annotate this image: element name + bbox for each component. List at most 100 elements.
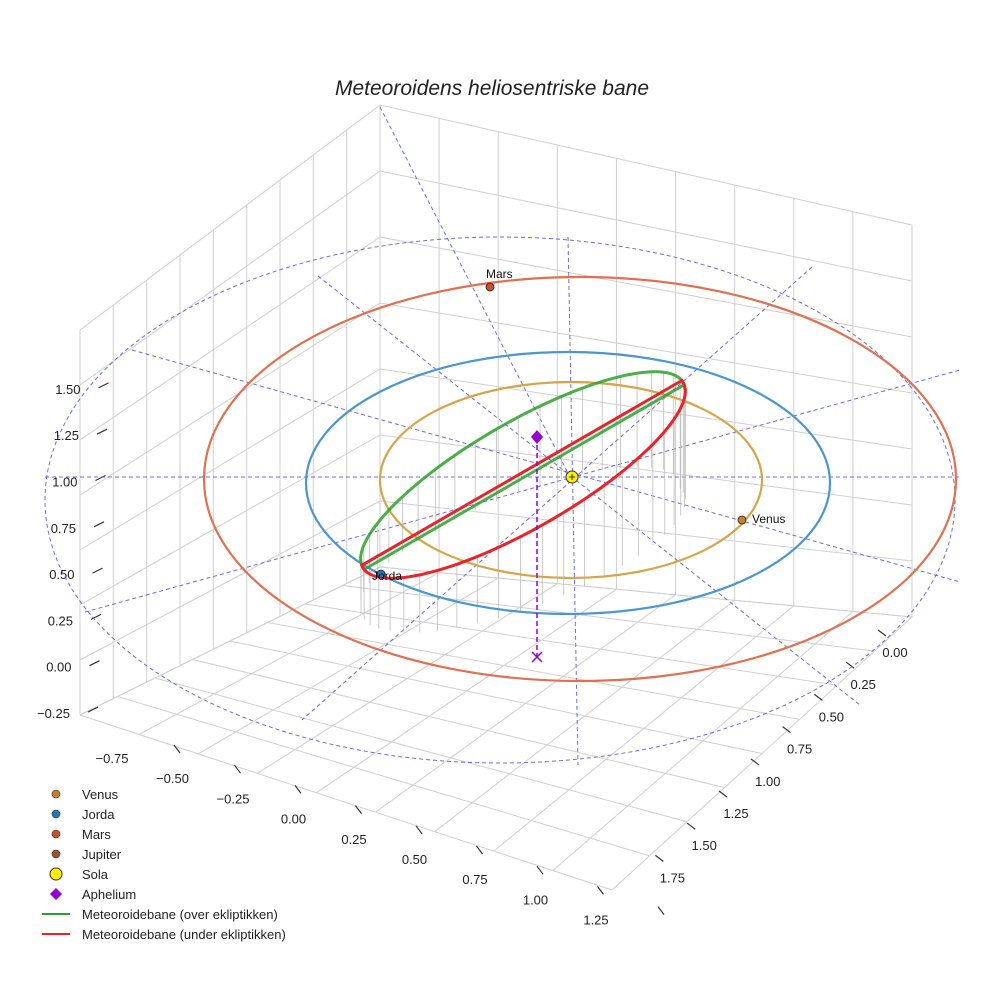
legend-diamond — [50, 888, 62, 900]
grid-line — [79, 714, 613, 891]
y-tick-label: 0.00 — [882, 645, 907, 660]
grid-line — [267, 622, 800, 720]
ref-line — [317, 275, 861, 706]
grid-line — [79, 236, 381, 441]
z-tick-mark — [95, 474, 106, 482]
z-tick-mark — [93, 521, 105, 528]
ref-line — [379, 106, 571, 478]
y-tick-label: 0.25 — [851, 677, 876, 692]
grid-line — [79, 500, 381, 661]
legend-symbol — [38, 904, 74, 924]
x-tick-label: 1.00 — [523, 892, 548, 907]
legend-symbol — [38, 824, 74, 844]
aphelium-projection-marker — [531, 651, 543, 663]
y-tick-mark — [814, 693, 823, 701]
grid-line — [379, 236, 913, 338]
legend-item[interactable]: Aphelium — [38, 884, 286, 904]
legend-label: Jorda — [82, 806, 115, 822]
legend-item[interactable]: Jorda — [38, 804, 286, 824]
y-tick-label: 1.75 — [660, 870, 685, 885]
meteoroid-orbit-below — [359, 378, 687, 580]
grid-line — [379, 170, 913, 282]
grid-line — [79, 170, 381, 386]
legend-symbol — [38, 864, 74, 884]
legend-label: Aphelium — [82, 886, 137, 902]
x-tick-label: 0.50 — [402, 852, 427, 867]
z-tick-mark — [92, 567, 103, 574]
legend-item[interactable]: Mars — [38, 824, 286, 844]
sun-center-mark — [569, 474, 575, 480]
legend-item[interactable]: Venus — [38, 784, 286, 804]
y-tick-label: 1.50 — [692, 838, 717, 853]
legend-sun — [49, 867, 63, 881]
grid-line — [192, 659, 725, 789]
z-tick-mark — [90, 613, 102, 620]
x-tick-mark — [657, 906, 665, 915]
orbit-mars — [202, 275, 958, 683]
legend-item[interactable]: Jupiter — [38, 844, 286, 864]
legend-symbol — [38, 784, 74, 804]
y-tick-mark — [686, 822, 696, 830]
y-tick-mark — [718, 790, 728, 798]
legend-label: Meteoroidebane (over ekliptikken) — [82, 906, 278, 922]
z-tick-label: −0.25 — [37, 706, 70, 721]
grid-line — [304, 603, 838, 686]
grid-line — [79, 368, 381, 551]
aphelium-marker — [531, 430, 543, 444]
y-tick-mark — [877, 629, 887, 637]
x-tick-label: −0.75 — [96, 751, 129, 766]
x-tick-mark — [476, 845, 483, 855]
jupiter-orbit — [44, 236, 956, 764]
y-tick-label: 1.25 — [723, 806, 748, 821]
planet-orbits — [202, 275, 958, 683]
grid-line — [117, 696, 650, 857]
z-tick-label: 0.75 — [51, 521, 76, 536]
ref-line — [301, 266, 813, 721]
x-tick-mark — [234, 764, 241, 774]
3d-grid — [79, 104, 913, 891]
z-tick-label: 1.00 — [52, 475, 77, 490]
legend-symbol — [38, 884, 74, 904]
legend-symbol — [38, 844, 74, 864]
z-tick-mark — [96, 428, 108, 435]
meteoroid-orbit — [359, 370, 687, 580]
orbit-jorda — [304, 350, 832, 616]
legend-label: Sola — [82, 866, 109, 882]
grid-line — [342, 585, 875, 652]
grid-line — [154, 677, 688, 823]
z-tick-label: 0.25 — [48, 613, 73, 628]
earth-label: Jorda — [372, 569, 402, 583]
grid-line — [79, 302, 381, 496]
ref-line — [84, 369, 961, 613]
x-tick-mark — [355, 805, 362, 814]
grid-line — [379, 368, 913, 450]
body-markers: Mars Venus Jorda — [372, 267, 785, 663]
ref-line — [567, 236, 579, 766]
z-tick-label: 0.50 — [49, 567, 74, 582]
y-tick-label: 0.75 — [787, 742, 812, 757]
x-tick-mark — [415, 825, 423, 835]
grid-line — [379, 500, 913, 562]
legend-label: Jupiter — [82, 846, 122, 862]
y-tick-mark — [845, 661, 855, 669]
grid-line — [379, 566, 913, 618]
x-tick-mark — [173, 744, 181, 754]
mars-marker — [485, 282, 495, 292]
z-tick-mark — [87, 706, 99, 713]
grid-line — [229, 640, 763, 754]
x-tick-mark — [597, 886, 604, 895]
legend-item[interactable]: Meteoroidebane (under ekliptikken) — [38, 924, 286, 944]
x-tick-mark — [294, 785, 302, 794]
legend-item[interactable]: Sola — [38, 864, 286, 884]
grid-line — [79, 434, 381, 606]
venus-marker — [737, 515, 747, 525]
z-tick-mark — [98, 382, 109, 389]
z-tick-label: 1.50 — [55, 382, 80, 397]
x-tick-label: 1.25 — [583, 913, 608, 928]
legend-label: Meteoroidebane (under ekliptikken) — [82, 926, 286, 942]
legend-item[interactable]: Meteoroidebane (over ekliptikken) — [38, 904, 286, 924]
legend-symbol — [38, 924, 74, 944]
x-tick-mark — [536, 865, 544, 875]
earth-marker — [376, 569, 386, 579]
